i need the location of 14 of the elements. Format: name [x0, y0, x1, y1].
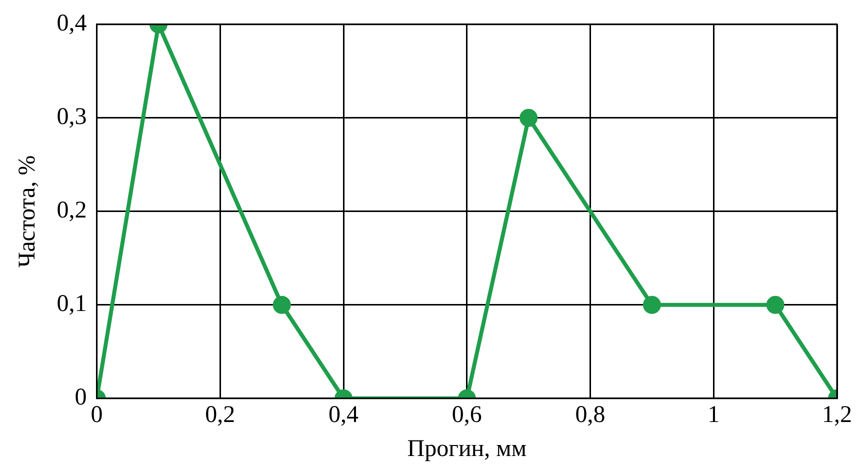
x-tick-label: 0,6	[452, 402, 482, 428]
y-axis-title: Частота, %	[14, 155, 41, 268]
x-tick-label: 0,4	[328, 402, 359, 428]
x-tick-label: 1	[708, 402, 720, 428]
y-tick-label: 0,4	[56, 10, 87, 37]
y-tick-label: 0,3	[56, 104, 87, 130]
x-axis-title: Прогин, мм	[407, 436, 527, 462]
y-tick-label: 0,1	[56, 291, 87, 318]
y-tick-label: 0,2	[56, 198, 87, 224]
x-tick-label: 1,2	[822, 402, 852, 428]
x-tick-label: 0,8	[575, 402, 606, 428]
x-tick-label: 0	[90, 402, 103, 428]
y-tick-label: 0	[74, 384, 87, 411]
x-tick-label: 0,2	[205, 402, 236, 428]
